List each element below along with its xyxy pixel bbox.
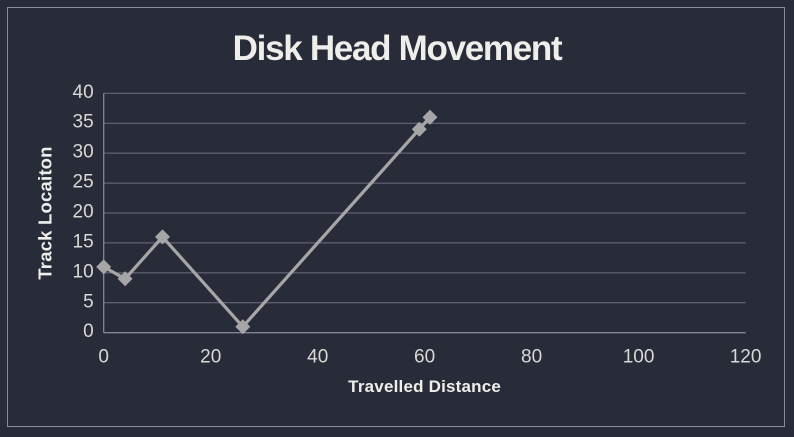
svg-text:40: 40 xyxy=(307,347,328,368)
svg-text:0: 0 xyxy=(83,321,94,342)
svg-text:20: 20 xyxy=(73,202,94,223)
svg-text:0: 0 xyxy=(98,347,109,368)
svg-text:10: 10 xyxy=(73,261,94,282)
svg-text:80: 80 xyxy=(521,347,542,368)
svg-text:120: 120 xyxy=(730,347,762,368)
svg-text:40: 40 xyxy=(73,82,94,103)
svg-text:25: 25 xyxy=(73,172,94,193)
svg-text:5: 5 xyxy=(83,291,94,312)
svg-text:30: 30 xyxy=(73,142,94,163)
svg-text:35: 35 xyxy=(73,112,94,133)
svg-text:15: 15 xyxy=(73,231,94,252)
svg-text:60: 60 xyxy=(414,347,435,368)
svg-text:100: 100 xyxy=(623,347,655,368)
svg-text:20: 20 xyxy=(200,347,221,368)
